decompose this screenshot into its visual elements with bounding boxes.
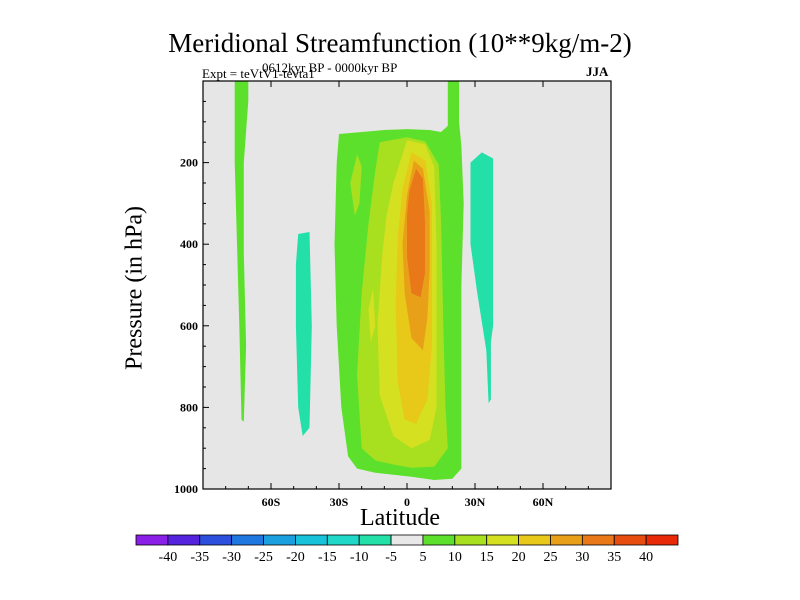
colorbar-swatch: [422, 534, 456, 546]
chart-title: Meridional Streamfunction (10**9kg/m-2): [168, 28, 632, 58]
colorbar-label: -10: [350, 550, 369, 565]
contour-region-1: [295, 232, 312, 436]
colorbar-swatch: [518, 534, 551, 546]
contour-region-10: [368, 289, 376, 343]
chart-subtitle: 0612kyr BP - 0000kyr BP: [262, 60, 398, 75]
colorbar-label: 10: [448, 550, 462, 565]
colorbar-label: -5: [385, 550, 397, 565]
colorbar-label: 15: [480, 550, 494, 565]
x-tick-label: 30N: [465, 495, 486, 509]
y-tick-label: 800: [180, 400, 198, 414]
colorbar-swatch: [295, 534, 328, 546]
colorbar-label: -35: [190, 550, 209, 565]
contour-region-9: [407, 168, 426, 298]
colorbar-label: 25: [543, 550, 557, 565]
colorbar-label: 30: [575, 550, 589, 565]
experiment-label: Expt = teVtV1-tevta1: [202, 66, 315, 81]
x-tick-label: 30S: [330, 495, 349, 509]
colorbar-swatch: [454, 534, 488, 546]
colorbar-label: 35: [607, 550, 621, 565]
y-tick-label: 400: [180, 237, 198, 251]
colorbar-swatch: [135, 534, 169, 546]
colorbar-swatch: [358, 534, 392, 546]
x-axis-label: Latitude: [360, 505, 440, 531]
colorbar-swatch: [199, 534, 233, 546]
colorbar-swatch: [390, 534, 424, 546]
contour-region-3: [470, 152, 494, 404]
colorbar-label: -15: [318, 550, 337, 565]
colorbar-swatch: [231, 534, 264, 546]
colorbar-label: -20: [286, 550, 305, 565]
y-tick-label: 200: [180, 156, 198, 170]
contour-regions: [234, 81, 494, 480]
x-tick-label: 0: [404, 495, 410, 509]
colorbar-label: 20: [512, 550, 526, 565]
contour-region-4: [350, 154, 362, 216]
colorbar-swatch: [613, 534, 647, 546]
colorbar-swatch: [550, 534, 583, 546]
colorbar-swatch: [167, 534, 201, 546]
colorbar-swatch: [326, 534, 360, 546]
colorbar-label: -25: [254, 550, 273, 565]
colorbar-label: -40: [159, 550, 178, 565]
x-tick-label: 60S: [262, 495, 281, 509]
y-tick-label: 600: [180, 319, 198, 333]
colorbar-swatch: [486, 534, 519, 546]
y-tick-label: 1000: [174, 482, 198, 496]
colorbar-swatch: [263, 534, 296, 546]
colorbar-swatch: [581, 534, 615, 546]
colorbar: -40 -35 -30 -25 -20 -15 -10 -5 5 10 15 20 25 30 35 40: [135, 534, 679, 565]
colorbar-label: 40: [639, 550, 653, 565]
contour-region-0: [234, 81, 249, 422]
x-axis-ticks: 60S 30S 0 30N 60N: [225, 81, 589, 509]
colorbar-label: 5: [419, 550, 426, 565]
colorbar-label: -30: [222, 550, 241, 565]
y-axis-ticks: 200 400 600 800 1000: [174, 100, 209, 496]
x-tick-label: 60N: [533, 495, 554, 509]
colorbar-swatch: [645, 534, 679, 546]
season-label: JJA: [586, 64, 609, 79]
